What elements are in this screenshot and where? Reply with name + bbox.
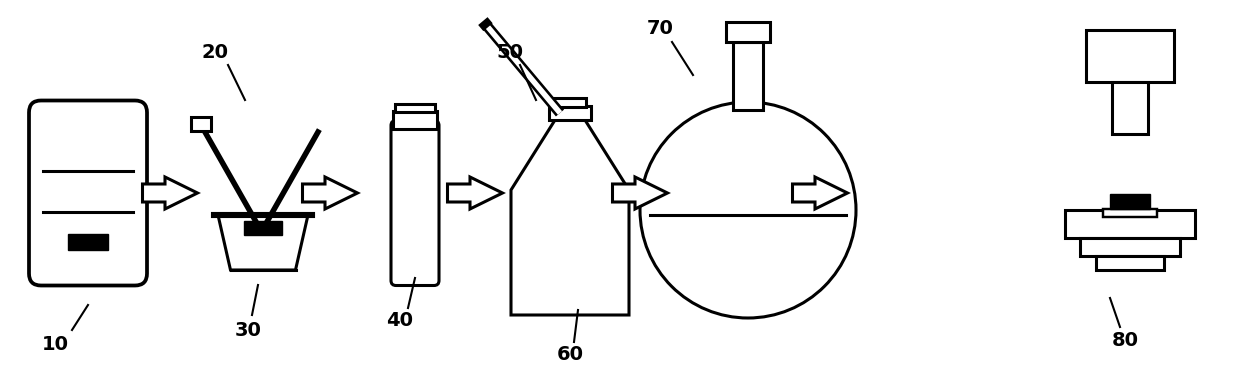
Circle shape <box>640 102 856 318</box>
Bar <box>1096 256 1164 270</box>
Bar <box>191 117 211 131</box>
Text: 50: 50 <box>496 43 523 62</box>
Bar <box>549 106 591 120</box>
Bar <box>1110 194 1149 209</box>
Text: 10: 10 <box>41 336 68 355</box>
Text: 80: 80 <box>1111 331 1138 350</box>
Bar <box>733 42 763 110</box>
Bar <box>727 22 770 42</box>
FancyBboxPatch shape <box>391 121 439 286</box>
Bar <box>68 234 108 250</box>
Polygon shape <box>792 177 847 209</box>
Bar <box>244 221 281 235</box>
Bar <box>1112 82 1148 134</box>
Polygon shape <box>218 215 308 270</box>
Bar <box>396 104 435 111</box>
Text: 30: 30 <box>234 320 262 340</box>
Bar <box>1104 209 1157 217</box>
FancyBboxPatch shape <box>29 100 148 286</box>
Polygon shape <box>511 120 629 315</box>
Text: 20: 20 <box>201 43 228 62</box>
Text: 60: 60 <box>557 345 584 364</box>
Polygon shape <box>613 177 667 209</box>
Bar <box>1065 210 1195 238</box>
Bar <box>1086 30 1174 82</box>
Polygon shape <box>303 177 357 209</box>
Bar <box>554 98 585 107</box>
Bar <box>393 111 436 128</box>
Bar <box>1080 238 1180 256</box>
Polygon shape <box>448 177 502 209</box>
Text: 70: 70 <box>646 19 673 38</box>
Text: 40: 40 <box>387 310 413 329</box>
Polygon shape <box>143 177 197 209</box>
